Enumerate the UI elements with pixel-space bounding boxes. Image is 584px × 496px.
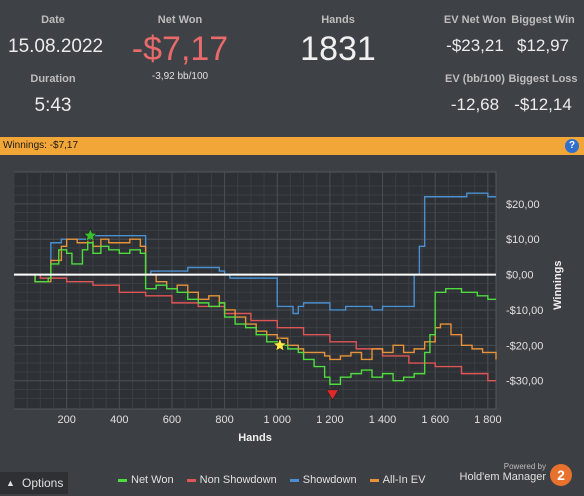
powered-by-text: Powered by xyxy=(503,462,546,471)
winnings-chart: 200 400 600 800 1 000 1 200 1 400 1 600 1 800 $2… xyxy=(13,171,564,444)
y-tick-label: -$30,00 xyxy=(506,376,543,388)
bottom-bar: ▲ Options Net Won Non Showdown Showdown … xyxy=(0,462,584,496)
options-button[interactable]: ▲ Options xyxy=(0,472,68,494)
legend-showdown[interactable]: Showdown xyxy=(289,474,357,486)
duration-stat: Duration 5:43 xyxy=(8,73,98,117)
y-tick-label: $0,00 xyxy=(506,270,534,282)
duration-value: 5:43 xyxy=(34,95,72,116)
hands-label: Hands xyxy=(321,14,355,26)
biggest-loss-value: -$12,14 xyxy=(514,95,572,114)
series-lines xyxy=(14,192,497,385)
brand-name: Hold'em Manager xyxy=(459,471,546,483)
y-tick-label: $10,00 xyxy=(506,234,540,246)
hands-value: 1831 xyxy=(300,30,376,68)
duration-label: Duration xyxy=(30,73,76,85)
net-won-bb100: -3,92 bb/100 xyxy=(151,71,209,82)
date-stat: Date 15.08.2022 xyxy=(8,14,104,58)
x-axis-label: Hands xyxy=(238,432,272,444)
ev-bb100-value: -12,68 xyxy=(450,95,500,114)
triangle-marker-min xyxy=(325,389,340,401)
chevron-up-icon: ▲ xyxy=(6,478,15,488)
x-tick-label: 1 600 xyxy=(421,414,449,426)
legend-swatch-allin-ev xyxy=(369,478,379,482)
annotation-marks xyxy=(82,227,340,401)
ev-net-won-label: EV Net Won xyxy=(443,14,507,26)
help-icon[interactable]: ? xyxy=(565,139,579,153)
date-label: Date xyxy=(41,14,65,26)
plot-background xyxy=(13,171,497,410)
date-value: 15.08.2022 xyxy=(8,36,104,57)
ev-net-won-value: -$23,21 xyxy=(446,36,504,55)
net-won-stat: Net Won -$7,17 -3,92 bb/100 xyxy=(120,14,240,82)
x-tick-label: 200 xyxy=(57,414,75,426)
biggest-loss-label: Biggest Loss xyxy=(508,73,578,85)
ev-net-won-stat: EV Net Won -$23,21 xyxy=(440,14,510,56)
chart-area: 200 400 600 800 1 000 1 200 1 400 1 600 1 800 $2… xyxy=(0,155,584,470)
x-tick-label: 1 000 xyxy=(263,414,291,426)
x-tick-label: 1 400 xyxy=(369,414,397,426)
biggest-win-value: $12,97 xyxy=(517,36,569,55)
biggest-loss-stat: Biggest Loss -$12,14 xyxy=(508,73,578,115)
x-tick-label: 1 800 xyxy=(474,414,502,426)
legend-label-non-showdown: Non Showdown xyxy=(199,474,277,486)
x-tick-label: 600 xyxy=(163,414,181,426)
net-won-label: Net Won xyxy=(157,14,203,26)
options-label: Options xyxy=(22,476,64,490)
legend-swatch-non-showdown xyxy=(186,478,196,482)
biggest-win-label: Biggest Win xyxy=(511,14,575,26)
legend-net-won[interactable]: Net Won xyxy=(118,474,174,486)
y-tick-label: -$10,00 xyxy=(506,305,543,317)
legend-allin-ev[interactable]: All-In EV xyxy=(369,474,426,486)
chart-legend: Net Won Non Showdown Showdown All-In EV xyxy=(118,474,435,486)
y-tick-labels: $20,00 $10,00 $0,00 -$10,00 -$20,00 -$30,00 xyxy=(506,199,543,388)
y-axis-label: Winnings xyxy=(552,260,564,309)
y-tick-label: $20,00 xyxy=(506,199,540,211)
winnings-title-bar: Winnings: -$7,17 ? xyxy=(0,137,584,155)
hm2-logo-icon: 2 xyxy=(550,464,572,486)
biggest-win-stat: Biggest Win $12,97 xyxy=(508,14,578,56)
series-line-net-won xyxy=(14,242,496,385)
winnings-title: Winnings: -$7,17 xyxy=(3,140,79,151)
x-tick-label: 800 xyxy=(215,414,233,426)
legend-swatch-showdown xyxy=(289,478,299,482)
star-marker-max xyxy=(82,227,98,242)
stats-panel: Date 15.08.2022 Duration 5:43 Net Won -$… xyxy=(0,0,584,137)
hands-stat: Hands 1831 xyxy=(280,14,396,69)
x-tick-labels: 200 400 600 800 1 000 1 200 1 400 1 600 1 800 xyxy=(57,414,501,426)
legend-label-net-won: Net Won xyxy=(131,474,174,486)
net-won-value: -$7,17 xyxy=(131,30,229,68)
legend-non-showdown[interactable]: Non Showdown xyxy=(186,474,277,486)
legend-label-showdown: Showdown xyxy=(302,474,357,486)
series-line-non-showdown xyxy=(14,273,496,382)
legend-label-allin-ev: All-In EV xyxy=(382,474,426,486)
x-tick-label: 1 200 xyxy=(316,414,344,426)
ev-bb100-stat: EV (bb/100) -12,68 xyxy=(440,73,510,115)
star-marker-marker xyxy=(272,337,288,352)
ev-bb100-label: EV (bb/100) xyxy=(445,73,505,85)
legend-swatch-net-won xyxy=(118,478,127,482)
brand-block: Powered by Hold'em Manager xyxy=(460,462,546,483)
x-tick-label: 400 xyxy=(110,414,128,426)
y-tick-label: -$20,00 xyxy=(506,340,543,352)
